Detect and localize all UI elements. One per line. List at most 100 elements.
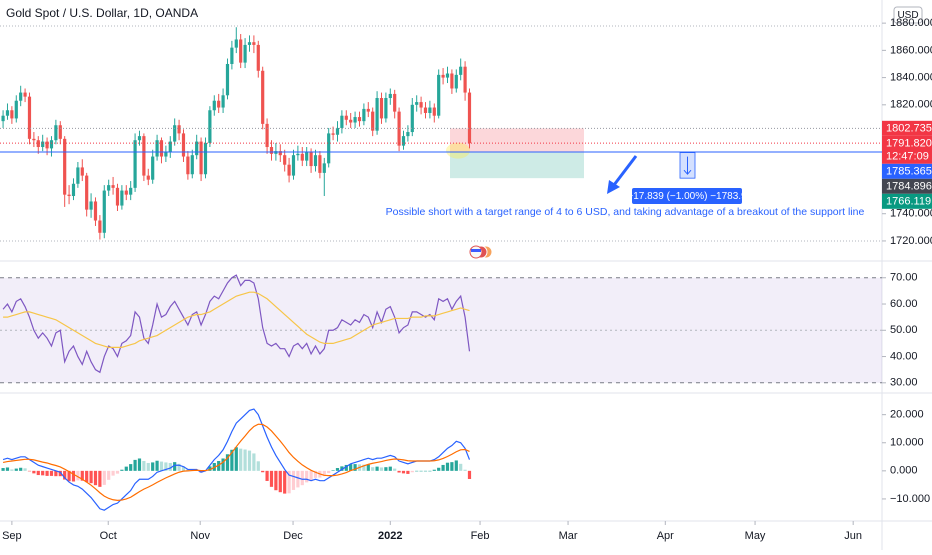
candle-body — [10, 110, 14, 119]
candle-body — [265, 123, 269, 148]
candle-body — [190, 155, 194, 175]
histogram-bar — [102, 470, 106, 485]
histogram-bar — [384, 467, 388, 471]
histogram-bar — [463, 469, 467, 471]
candle-body — [401, 136, 406, 146]
histogram-bar — [366, 464, 370, 471]
candle-body — [309, 152, 313, 167]
y-tick-label: 70.00 — [890, 272, 918, 284]
candle-body — [76, 167, 80, 184]
candle-body — [129, 187, 133, 195]
candle-body — [203, 142, 208, 175]
candle-body — [107, 185, 111, 191]
histogram-bar — [32, 470, 36, 474]
histogram-bar — [27, 470, 32, 472]
candle-body — [181, 133, 186, 157]
histogram-bar — [327, 470, 331, 474]
candle-body — [199, 141, 203, 175]
candle-body — [102, 190, 106, 233]
candle-body — [300, 153, 304, 161]
candle-body — [23, 92, 27, 97]
candle-body — [247, 42, 252, 45]
price-label-box — [882, 135, 932, 164]
x-tick-label: Apr — [657, 530, 674, 542]
candle-body — [305, 152, 309, 161]
histogram-bar — [331, 470, 335, 471]
candle-body — [80, 167, 84, 176]
y-tick-label: 20.000 — [890, 409, 924, 421]
chart-title: Gold Spot / U.S. Dollar, 1D, OANDA — [6, 6, 198, 20]
x-tick-label: Feb — [471, 530, 490, 542]
histogram-bar — [353, 464, 357, 471]
candle-body — [67, 194, 71, 197]
x-tick-label: May — [745, 530, 766, 542]
histogram-bar — [437, 467, 441, 471]
candle-body — [177, 125, 181, 134]
histogram-bar — [410, 470, 414, 473]
histogram-bar — [419, 470, 423, 472]
histogram-bar — [415, 470, 419, 472]
price-countdown: 12:47:09 — [886, 151, 929, 163]
x-tick-label: 2022 — [378, 530, 402, 542]
candle-body — [120, 190, 124, 206]
x-tick-label: Mar — [559, 530, 578, 542]
candle-body — [393, 93, 397, 112]
histogram-bar — [375, 466, 379, 471]
candle-body — [1, 115, 5, 122]
highlight — [446, 142, 470, 159]
histogram-bar — [225, 454, 230, 471]
candle-body — [137, 136, 142, 141]
histogram-bar — [287, 470, 291, 494]
histogram-bar — [278, 470, 282, 493]
candle-body — [415, 102, 419, 105]
candle-body — [318, 155, 322, 173]
measure-label: −17.839 (−1.00%) −1783.9 — [627, 191, 747, 202]
candle-body — [243, 44, 247, 63]
histogram-bar — [14, 468, 18, 471]
y-tick-label: 1880.000 — [890, 17, 932, 29]
histogram-bar — [142, 461, 146, 471]
candle-body — [142, 136, 146, 176]
histogram-bar — [454, 460, 458, 471]
candle-body — [327, 133, 331, 164]
price-label: 1766.119 — [886, 196, 931, 208]
candle-body — [463, 66, 467, 93]
histogram-bar — [155, 460, 159, 471]
position-stop-zone — [450, 128, 584, 153]
candle-body — [371, 111, 375, 131]
histogram-bar — [393, 468, 397, 471]
candle-body — [5, 110, 10, 116]
x-tick-label: Jun — [844, 530, 862, 542]
x-tick-label: Sep — [2, 530, 22, 542]
histogram-bar — [146, 462, 150, 471]
price-label-box — [882, 178, 932, 194]
histogram-bar — [234, 447, 238, 471]
histogram-bar — [335, 468, 340, 471]
histogram-bar — [243, 449, 247, 471]
measure-label-box — [632, 188, 742, 204]
candle-body — [340, 115, 344, 128]
histogram-bar — [406, 470, 410, 474]
price-label: 1802.735 — [886, 123, 932, 135]
y-tick-label: 0.000 — [890, 465, 918, 477]
histogram-bar — [467, 470, 472, 479]
x-tick-label: Dec — [283, 530, 303, 542]
candle-body — [256, 44, 260, 71]
price-label: 1785.365 — [886, 166, 932, 178]
indicator-line — [2, 423, 470, 501]
candle-body — [124, 190, 128, 195]
currency[interactable]: USD — [897, 10, 918, 21]
candle-body — [111, 185, 115, 188]
candle-body — [71, 183, 76, 197]
candle-body — [357, 117, 362, 122]
currency-box[interactable] — [893, 6, 923, 24]
histogram-bar — [10, 469, 14, 471]
candle-body — [151, 156, 155, 180]
candle-body — [287, 164, 291, 176]
price-label-box — [882, 193, 932, 209]
histogram-bar — [71, 470, 76, 482]
candle-body — [19, 92, 23, 101]
annotation: Possible short with a target range of 4 … — [386, 206, 865, 218]
histogram-bar — [89, 470, 93, 484]
